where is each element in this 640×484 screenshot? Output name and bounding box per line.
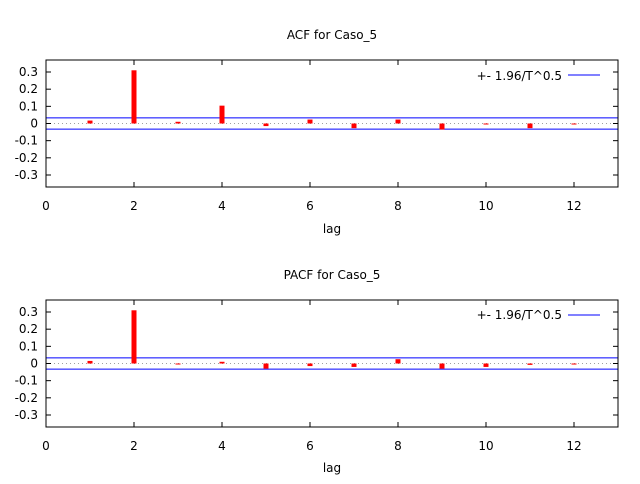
y-tick-label: 0.2 [19,322,38,336]
bar-lag-12 [571,123,577,125]
y-tick-label: 0 [30,357,38,371]
bar-lag-8 [395,119,401,124]
x-tick-label: 12 [566,439,581,453]
x-tick-label: 2 [130,439,138,453]
y-tick-label: -0.1 [15,374,38,388]
legend-label: +- 1.96/T^0.5 [477,69,562,83]
acf-panel: ACF for Caso_5 lag +- 1.96/T^0.5 0.3 0.2 0… [15,28,619,236]
y-tick-label: 0.1 [19,339,38,353]
y-tick-label: -0.2 [15,391,38,405]
y-tick-label: -0.3 [15,168,38,182]
bar-lag-5 [263,123,269,127]
x-axis-label: lag [323,461,341,475]
x-tick-label: 6 [306,199,314,213]
bar-lag-12 [571,363,577,365]
x-tick-label: 10 [478,439,493,453]
x-tick-label: 6 [306,439,314,453]
chart-title: ACF for Caso_5 [287,28,377,42]
bar-lag-10 [483,363,489,367]
x-tick-label: 0 [42,439,50,453]
bar-lag-2 [131,310,137,364]
bar-lag-2 [131,70,137,124]
bar-lag-8 [395,359,401,364]
x-tick-label: 8 [394,439,402,453]
x-tick-label: 0 [42,199,50,213]
x-tick-label: 8 [394,199,402,213]
x-tick-label: 4 [218,439,226,453]
bar-lag-3 [175,363,181,365]
bar-lag-4 [219,105,225,124]
bar-lag-3 [175,121,181,124]
bar-lag-1 [87,120,93,124]
y-tick-label: 0.3 [19,65,38,79]
bar-lag-11 [527,363,533,365]
x-axis-label: lag [323,222,341,236]
y-tick-label: 0.1 [19,99,38,113]
bar-lag-1 [87,360,93,364]
bar-lag-7 [351,363,357,367]
bar-lag-6 [307,119,313,124]
y-tick-label: 0.3 [19,305,38,319]
y-tick-label: 0.2 [19,82,38,96]
y-tick-label: 0 [30,117,38,131]
x-tick-label: 4 [218,199,226,213]
bar-lag-11 [527,123,533,129]
x-tick-label: 10 [478,199,493,213]
bar-lag-7 [351,123,357,129]
bar-lag-4 [219,361,225,364]
x-tick-label: 2 [130,199,138,213]
bar-lag-5 [263,363,269,369]
x-tick-label: 12 [566,199,581,213]
y-tick-label: -0.1 [15,134,38,148]
bar-lag-9 [439,123,445,130]
legend-label: +- 1.96/T^0.5 [477,308,562,322]
y-tick-label: -0.3 [15,408,38,422]
pacf-panel: PACF for Caso_5 lag +- 1.96/T^0.5 0.3 0.2… [15,268,619,475]
y-tick-label: -0.2 [15,151,38,165]
bar-lag-10 [483,123,489,125]
chart-title: PACF for Caso_5 [284,268,381,282]
bar-lag-9 [439,363,445,369]
bar-lag-6 [307,363,313,367]
